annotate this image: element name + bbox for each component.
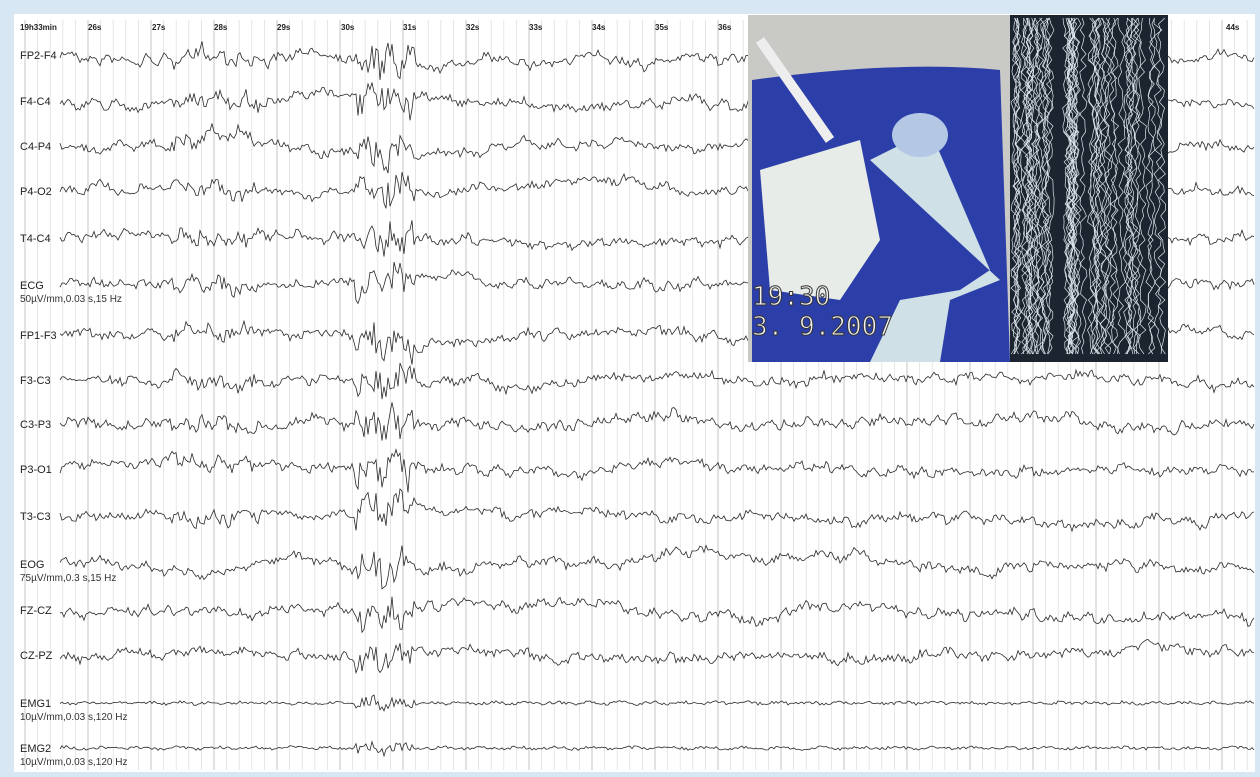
channel-settings: 10µV/mm,0.03 s,120 Hz [20,757,127,768]
channel-label: P4-O2 [20,186,52,198]
channel-label: FZ-CZ [20,605,52,617]
channel-label: T4-C4 [20,233,51,245]
channel-label: C3-P3 [20,419,51,431]
time-label: 26s [88,23,102,32]
time-start: 19h33min [20,23,57,32]
channel-settings: 50µV/mm,0.03 s,15 Hz [20,294,122,305]
time-label: 28s [214,23,228,32]
channel-label: F3-C3 [20,375,51,387]
eeg-recording: 19h33min 26s 27s 28s 29s 30s 31s 32s 33s 34s 35s 36… [0,0,1260,777]
time-label: 33s [529,23,543,32]
time-label: 35s [655,23,669,32]
channel-label: T3-C3 [20,511,51,523]
video-time: 19:30 [752,282,830,312]
channel-label: C4-P4 [20,141,51,153]
video-date: 3. 9.2007 [752,312,893,342]
channel-label: EOG [20,559,44,571]
channel-settings: 10µV/mm,0.03 s,120 Hz [20,712,127,723]
time-label: 34s [592,23,606,32]
time-label: 36s [718,23,732,32]
time-label: 30s [341,23,355,32]
time-label: 29s [277,23,291,32]
channel-label: FP1-F3 [20,330,57,342]
channel-label: F4-C4 [20,96,51,108]
eeg-figure: 19h33min 26s 27s 28s 29s 30s 31s 32s 33s 34s 35s 36… [0,0,1260,777]
time-label: 44s [1226,23,1240,32]
time-label: 27s [152,23,166,32]
channel-label: P3-O1 [20,464,52,476]
channel-settings: 75µV/mm,0.3 s,15 Hz [20,573,116,584]
channel-label: FP2-F4 [20,50,57,62]
channel-label: EMG2 [20,743,51,755]
channel-label: EMG1 [20,698,51,710]
video-inset: 19:30 3. 9.2007 [748,15,1168,362]
time-label: 31s [403,23,417,32]
channel-label: ECG [20,280,44,292]
channel-label: CZ-PZ [20,650,53,662]
time-label: 32s [466,23,480,32]
